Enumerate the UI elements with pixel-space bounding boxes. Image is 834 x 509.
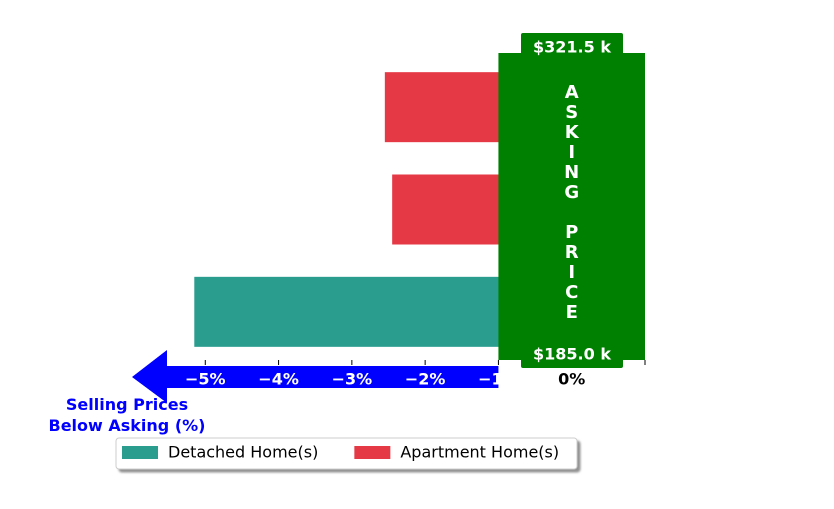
price-label: $321.5 k (533, 38, 611, 57)
x-tick-label: −1% (478, 370, 519, 389)
arrow (132, 350, 499, 403)
legend-swatch (122, 446, 158, 459)
x-tick-label: −2% (405, 370, 446, 389)
legend-frame (115, 437, 578, 470)
legend-label: Detached Home(s) (168, 443, 318, 462)
price-box (521, 33, 623, 61)
legend: Detached Home(s) Apartment Home(s) (115, 437, 578, 470)
price-label: $185.0 k (533, 345, 611, 364)
x-tick-label: 0% (558, 370, 585, 389)
legend-swatch (354, 446, 391, 459)
asking-box (498, 53, 645, 360)
axis-label: Selling Prices Below Asking (%) (49, 395, 206, 435)
legend-label: Apartment Home(s) (400, 443, 559, 462)
x-tick-label: −3% (332, 370, 373, 389)
price-box (521, 340, 623, 368)
x-tick-label: −5% (185, 370, 226, 389)
x-tick-label: −4% (258, 370, 299, 389)
